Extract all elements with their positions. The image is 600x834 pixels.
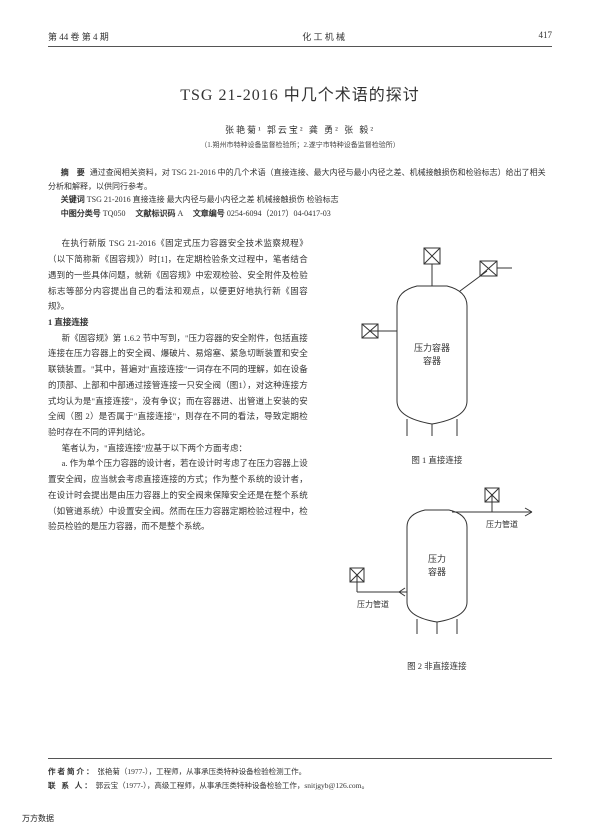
keywords-text: TSG 21-2016 直接连接 最大内径与最小内径之差 机械接触损伤 检验标志 (87, 195, 339, 204)
affiliation: （1.朔州市特种设备监督检验所；2.遂宁市特种设备监督检验所） (48, 140, 552, 150)
authors-line: 张艳菊¹ 郭云宝² 龚 勇² 张 毅² (48, 123, 552, 136)
page-root: 第 44 卷 第 4 期 化 工 机 械 417 TSG 21-2016 中几个… (0, 0, 600, 834)
doc-code-label: 文献标识码 (135, 209, 175, 218)
left-column: 在执行新版 TSG 21-2016《固定式压力容器安全技术监察规程》（以下简称新… (48, 236, 308, 682)
header-right: 417 (539, 30, 553, 43)
footer-block: 作者简介： 张艳菊（1977-），工程师，从事承压类特种设备检验检测工作。 联 … (48, 758, 552, 792)
wanfang-watermark: 万方数据 (22, 813, 54, 824)
abstract-block: 摘 要 通过查阅相关资料，对 TSG 21-2016 中的几个术语（直接连接、最… (48, 166, 552, 220)
para-2: 新《固容规》第 1.6.2 节中写到，"压力容器的安全附件，包括直接连接在压力容… (48, 331, 308, 441)
abstract-text: 通过查阅相关资料，对 TSG 21-2016 中的几个术语（直接连接、最大内径与… (48, 168, 546, 191)
article-no-value: 0254-6094（2017）04-0417-03 (227, 209, 331, 218)
contact-label: 联 系 人： (48, 781, 94, 790)
svg-text:容器: 容器 (428, 566, 446, 577)
para-3: 笔者认为，"直接连接"应基于以下两个方面考虑： (48, 441, 308, 457)
running-header: 第 44 卷 第 4 期 化 工 机 械 417 (48, 30, 552, 47)
clc-label: 中图分类号 (61, 209, 101, 218)
para-4: a. 作为单个压力容器的设计者，若在设计时考虑了在压力容器上设置安全阀，应当就会… (48, 456, 308, 535)
author-bio-label: 作者简介： (48, 767, 96, 776)
para-1: 在执行新版 TSG 21-2016《固定式压力容器安全技术监察规程》（以下简称新… (48, 236, 308, 315)
figure-2-svg: 压力 容器 压力管道 压力管道 (337, 482, 537, 652)
keywords-label: 关键词 (61, 195, 85, 204)
header-center: 化 工 机 械 (302, 30, 345, 43)
author-bio-text: 张艳菊（1977-），工程师，从事承压类特种设备检验检测工作。 (97, 767, 306, 776)
abstract-label: 摘 要 (61, 168, 88, 177)
figure-1-caption: 图 1 直接连接 (411, 454, 462, 466)
figure-2-caption: 图 2 非直接连接 (407, 660, 467, 672)
class-row: 中图分类号 TQ050 文献标识码 A 文章编号 0254-6094（2017）… (48, 207, 552, 221)
fig2-pipe-label-2: 压力管道 (357, 599, 389, 609)
section-1-heading: 1 直接连接 (48, 315, 308, 331)
article-no-label: 文章编号 (193, 209, 225, 218)
fig1-vessel-label: 压力容器 (414, 342, 450, 353)
fig2-pipe-label-1: 压力管道 (486, 519, 518, 529)
contact-text: 郭云宝（1977-），高级工程师，从事承压类特种设备检验工作，snitjgyb@… (96, 781, 369, 790)
two-column-body: 在执行新版 TSG 21-2016《固定式压力容器安全技术监察规程》（以下简称新… (48, 236, 552, 682)
figure-1-svg: 压力容器 容器 (352, 236, 522, 446)
header-left: 第 44 卷 第 4 期 (48, 30, 109, 43)
right-column: 压力容器 容器 图 1 直接连接 (322, 236, 552, 682)
fig2-vessel-label: 压力 (428, 553, 446, 564)
clc-value: TQ050 (103, 209, 126, 218)
doc-code-value: A (177, 209, 182, 218)
svg-text:容器: 容器 (423, 355, 441, 366)
paper-title: TSG 21-2016 中几个术语的探讨 (48, 81, 552, 105)
